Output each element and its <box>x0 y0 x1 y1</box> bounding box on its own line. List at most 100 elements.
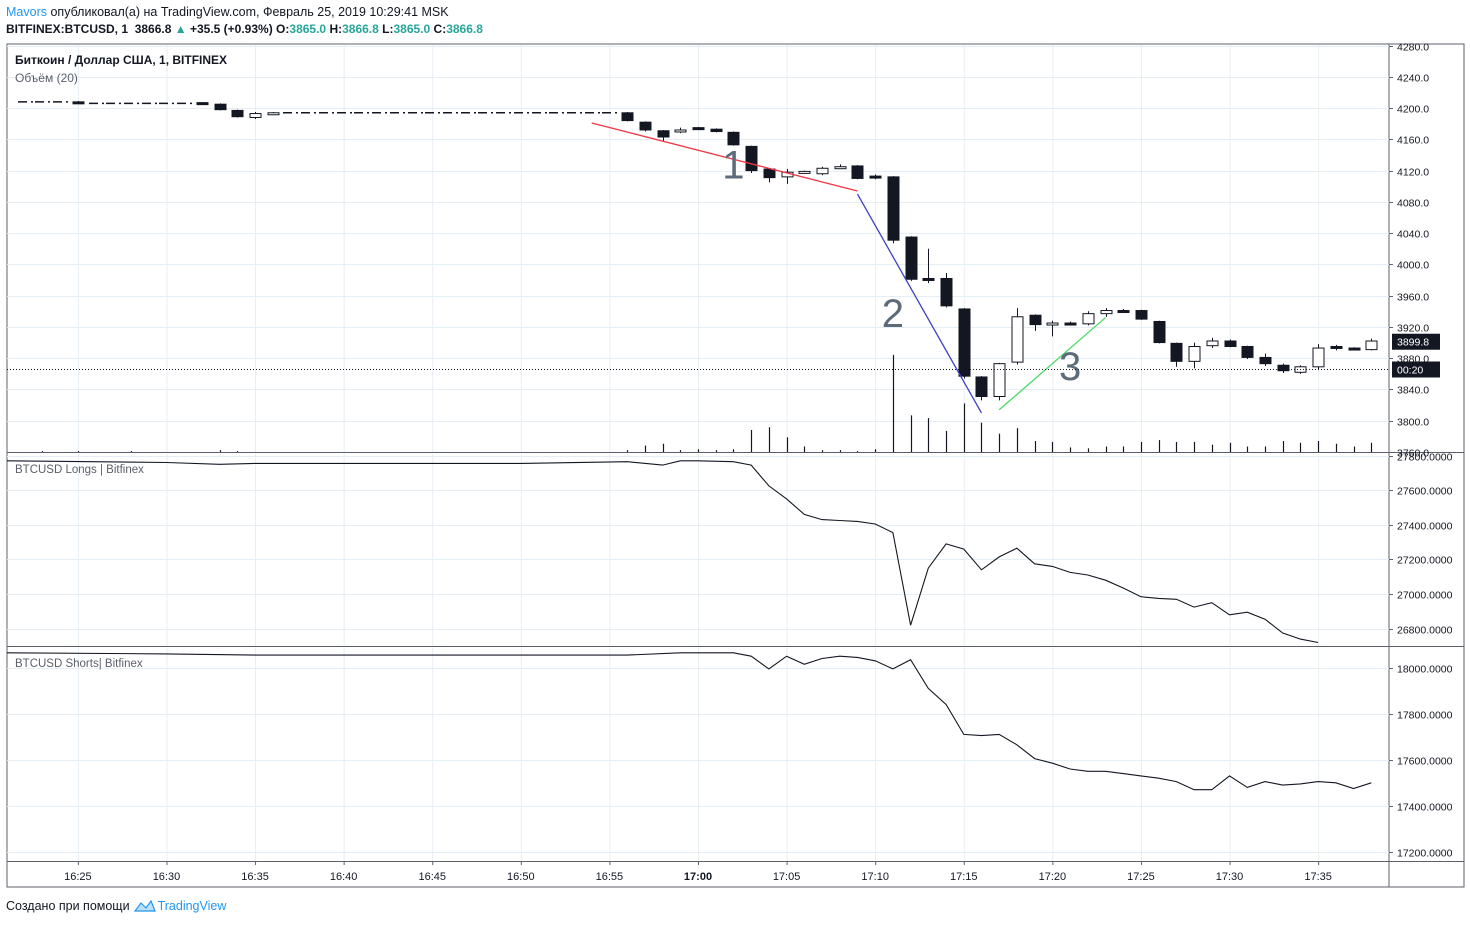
shorts-series-line <box>6 652 1372 791</box>
time-tick-label: 17:05 <box>773 871 801 883</box>
candle-down <box>1259 356 1272 365</box>
annotation-label: 2 <box>882 292 904 336</box>
longs-series-line <box>6 460 1319 644</box>
price-tick-label: 4240.0 <box>1397 73 1429 85</box>
price-tick-label: 4160.0 <box>1397 135 1429 147</box>
longs-pane-title: BTCUSD Longs | Bitfinex <box>15 464 144 476</box>
last-price-tag-label: 3899.8 <box>1397 337 1429 349</box>
longs-tick-label: 27000.0000 <box>1397 590 1453 602</box>
time-tick-label: 17:25 <box>1127 871 1155 883</box>
candle-down <box>692 127 705 131</box>
price-tick-label: 3960.0 <box>1397 292 1429 304</box>
tradingview-link[interactable]: TradingView <box>133 899 226 913</box>
annotation-label: 3 <box>1059 345 1081 389</box>
published-info: Mavors опубликовал(а) на TradingView.com… <box>6 5 449 19</box>
high-value: 3866.8 <box>342 22 379 36</box>
last-price-tag <box>1392 333 1440 350</box>
price-tick-label: 3840.0 <box>1397 385 1429 397</box>
candle-up <box>993 363 1006 398</box>
longs-tick-label: 27600.0000 <box>1397 486 1453 498</box>
time-tick-label: 16:55 <box>596 871 624 883</box>
tradingview-logo-icon <box>133 899 156 912</box>
candle-down <box>1330 345 1343 349</box>
open-value: 3865.0 <box>289 22 327 36</box>
high-label: H: <box>329 22 343 36</box>
price-tick-label: 4120.0 <box>1397 167 1429 179</box>
candle-down <box>727 131 740 146</box>
candle-up <box>249 113 262 118</box>
time-tick-label: 16:50 <box>507 871 535 883</box>
time-tick-label: 17:10 <box>861 871 889 883</box>
published-text: опубликовал(а) на TradingView.com, Февра… <box>50 5 449 19</box>
candle-down <box>1224 340 1237 347</box>
candle-down <box>196 102 209 106</box>
time-tick-label: 17:35 <box>1304 871 1332 883</box>
time-tick-label: 16:25 <box>64 871 92 883</box>
open-label: O: <box>276 22 290 36</box>
candle-up <box>1365 340 1378 351</box>
trend-line <box>591 122 858 192</box>
candle-down <box>214 103 227 111</box>
shorts-tick-label: 18000.0000 <box>1397 664 1453 676</box>
price-tick-label: 4040.0 <box>1397 229 1429 241</box>
shorts-tick-label: 17800.0000 <box>1397 710 1453 722</box>
time-tick-label: 17:20 <box>1039 871 1067 883</box>
longs-tick-label: 27400.0000 <box>1397 521 1453 533</box>
time-tick-label: 16:30 <box>153 871 181 883</box>
candle-up <box>1206 340 1219 347</box>
candle-down <box>851 165 864 179</box>
shorts-tick-label: 17200.0000 <box>1397 848 1453 860</box>
author-link[interactable]: Mavors <box>6 5 47 19</box>
price-tick-label: 4000.0 <box>1397 260 1429 272</box>
shorts-pane-title: BTCUSD Shorts| Bitfinex <box>15 658 143 670</box>
candle-down <box>710 128 723 133</box>
time-tick-label: 17:15 <box>950 871 978 883</box>
candle-up <box>1046 322 1059 326</box>
ohlc-legend: BITFINEX:BTCUSD, 1 3866.8 ▲ +35.5 (+0.93… <box>6 22 483 36</box>
symbol-label[interactable]: BITFINEX:BTCUSD, 1 <box>6 22 129 36</box>
candle-down <box>1153 320 1166 344</box>
price-tick-label: 3800.0 <box>1397 417 1429 429</box>
candle-up <box>1082 313 1095 325</box>
candle-down <box>621 112 634 122</box>
shorts-tick-label: 17400.0000 <box>1397 802 1453 814</box>
candle-down <box>905 236 918 280</box>
candle-down <box>1348 347 1361 351</box>
candle-down <box>887 176 900 241</box>
price-change: +35.5 (+0.93%) <box>189 22 273 36</box>
longs-tick-label: 26800.0000 <box>1397 625 1453 637</box>
time-tick-label: 17:30 <box>1216 871 1244 883</box>
footer: Создано при помощи TradingView <box>6 899 226 913</box>
candle-down <box>869 175 882 179</box>
price-tick-label: 3760.0 <box>1397 448 1429 460</box>
price-tick-label: 4080.0 <box>1397 198 1429 210</box>
time-tick-label: 16:35 <box>241 871 269 883</box>
candle-up <box>1312 347 1325 368</box>
candle-down <box>639 121 652 131</box>
close-label: C: <box>433 22 447 36</box>
longs-tick-label: 27200.0000 <box>1397 555 1453 567</box>
price-tick-label: 3920.0 <box>1397 323 1429 335</box>
candle-down <box>1029 314 1042 326</box>
price-tick-label: 4200.0 <box>1397 104 1429 116</box>
candle-up <box>1011 316 1024 363</box>
time-tick-label: 16:45 <box>418 871 446 883</box>
candle-down <box>231 109 244 118</box>
chart-frame <box>6 43 1465 888</box>
candle-down <box>1135 310 1148 320</box>
longs-tick-label: 27800.0000 <box>1397 452 1453 464</box>
trend-line <box>856 193 983 414</box>
candle-up <box>798 170 811 174</box>
price-tick-label: 4280.0 <box>1397 42 1429 54</box>
time-tick-label: 16:40 <box>330 871 358 883</box>
candle-down <box>1117 310 1130 314</box>
shorts-tick-label: 17600.0000 <box>1397 756 1453 768</box>
candle-down <box>1277 364 1290 372</box>
candle-up <box>674 129 687 133</box>
candle-down <box>922 277 935 281</box>
candle-down <box>975 376 988 398</box>
trend-line <box>998 317 1106 411</box>
candle-up <box>1100 310 1113 315</box>
countdown-tag <box>1392 361 1440 378</box>
